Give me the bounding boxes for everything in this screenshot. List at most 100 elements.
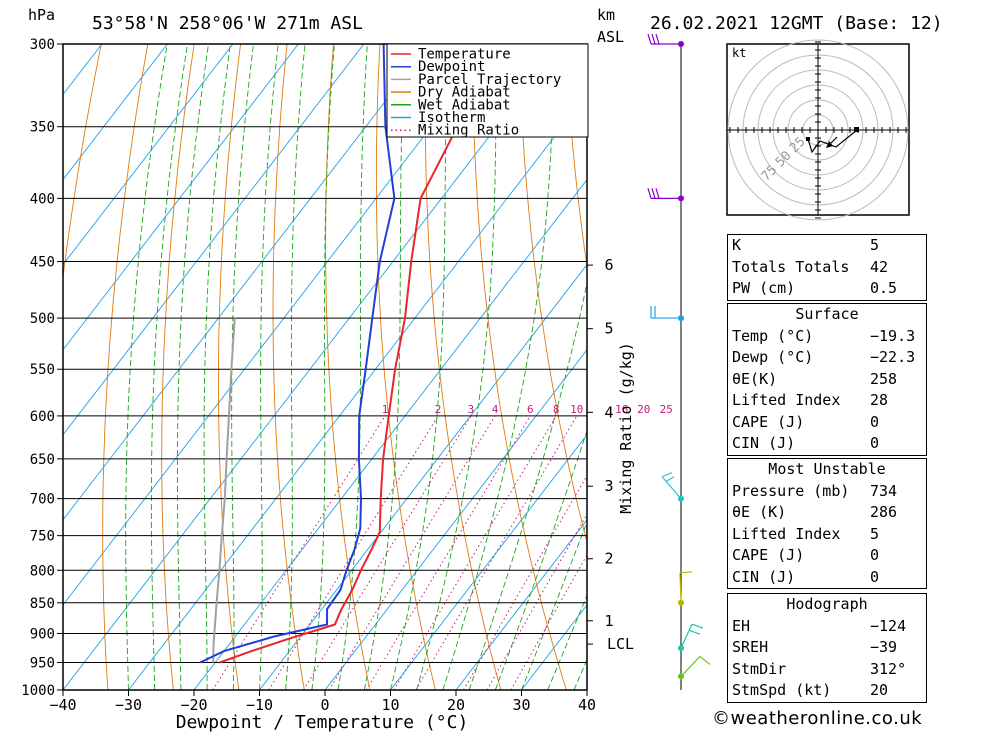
isotherm-line — [63, 44, 561, 690]
series-temperature-line — [219, 44, 503, 664]
param-row: Lifted Index 28 — [728, 390, 926, 412]
km-tick-label: 2 — [604, 550, 613, 568]
param-value: 0 — [870, 567, 880, 586]
dry-adiabat-line — [472, 44, 567, 690]
hodograph-params-title: Hodograph — [786, 595, 868, 613]
km-tick-label: 4 — [604, 403, 613, 421]
wind-barb-shaft — [680, 656, 701, 677]
wet-adiabat-line — [468, 280, 587, 690]
wet-adiabat-line — [442, 44, 556, 690]
param-row: CIN (J) 0 — [728, 567, 926, 589]
param-row: θE(K) 258 — [728, 369, 926, 391]
param-label: Dewp (°C) — [732, 348, 814, 366]
y-tick-label: 550 — [30, 362, 55, 378]
km-label: km — [597, 6, 615, 24]
location-title: 53°58'N 258°06'W 271m ASL — [92, 13, 363, 34]
asl-label: ASL — [597, 28, 624, 46]
wet-adiabat-line — [311, 44, 335, 690]
mixing-ratio-line — [415, 415, 578, 690]
param-label: Totals Totals — [732, 257, 850, 276]
wind-barb-flag — [651, 188, 656, 199]
param-row: SREH −39 — [728, 637, 926, 659]
y-tick-label: 400 — [30, 191, 55, 207]
wet-adiabat-line — [231, 44, 254, 690]
mixing-ratio-label: 8 — [553, 403, 560, 416]
param-label: PW (cm) — [732, 279, 796, 297]
dry-adiabat-line — [984, 44, 1000, 690]
legend-label: Isotherm — [418, 110, 485, 126]
wet-adiabat-line — [547, 593, 587, 690]
legend-label: Wet Adiabat — [418, 97, 511, 113]
x-tick-label: −30 — [115, 696, 142, 714]
wind-barb-flag — [661, 472, 673, 478]
wind-barb-flag — [647, 33, 652, 45]
series-dewpoint-line — [199, 44, 396, 664]
param-value: 0.5 — [870, 279, 898, 297]
km-tick-label: 5 — [604, 320, 613, 338]
param-row: CAPE (J) 0 — [728, 412, 926, 434]
isotherm-line — [193, 178, 587, 690]
param-label: Pressure (mb) — [732, 481, 850, 500]
wind-barb-flag — [655, 33, 660, 45]
wind-barb-flag — [665, 476, 675, 483]
wind-barb-flag — [655, 188, 660, 199]
param-row: Temp (°C) −19.3 — [728, 326, 926, 348]
param-label: CAPE (J) — [732, 546, 805, 564]
dry-adiabat-line — [217, 44, 242, 690]
param-label: θE(K) — [732, 369, 778, 388]
surface-panel: Surface Temp (°C) −19.3 Dewp (°C) −22.3 θE(K… — [727, 303, 927, 456]
km-tick-label: 3 — [604, 477, 613, 495]
mixing-ratio-axis-label: Mixing Ratio (g/kg) — [617, 342, 635, 514]
hodograph-params-panel: Hodograph EH −124 SREH −39 StmDir 312° StmSpd … — [727, 593, 927, 703]
isotherm-line — [455, 519, 587, 690]
y-axis-ticks: 300 350 400 450 500 550 600 650 700 750 800 850 900 9… — [21, 37, 63, 699]
y-tick-label: 800 — [30, 563, 55, 579]
km-tick-label: 1 — [604, 612, 613, 630]
param-row: Dewp (°C) −22.3 — [728, 347, 926, 369]
param-label: θE (K) — [732, 503, 787, 521]
param-label: CIN (J) — [732, 434, 796, 452]
wind-barbs — [647, 33, 711, 690]
param-value: 286 — [870, 503, 898, 521]
wet-adiabat-line — [363, 44, 406, 690]
wind-barb-flag — [647, 188, 652, 199]
dry-adiabat-line — [424, 44, 502, 690]
dry-adiabat-line — [565, 44, 587, 269]
isotherm-line — [259, 263, 587, 690]
mixing-ratio-label: 3 — [468, 403, 475, 416]
param-value: 0 — [870, 412, 880, 431]
legend-label: Mixing Ratio — [418, 123, 519, 139]
hodograph-point — [806, 137, 810, 141]
y-tick-label: 600 — [30, 409, 55, 425]
mixing-ratio-line — [212, 415, 386, 690]
most-unstable-title: Most Unstable — [768, 460, 886, 478]
km-tick-label: 6 — [604, 256, 613, 274]
x-axis-label: Dewpoint / Temperature (°C) — [176, 712, 469, 733]
wind-barb-flag — [691, 623, 704, 629]
param-value: 5 — [870, 524, 880, 543]
y-tick-label: 350 — [30, 120, 55, 136]
y-tick-label: 450 — [30, 255, 55, 271]
param-label: EH — [732, 616, 751, 635]
param-value: −39 — [870, 638, 898, 656]
wet-adiabat-line — [176, 44, 209, 690]
param-label: Temp (°C) — [732, 326, 814, 345]
isotherm-line — [63, 44, 299, 351]
profile-lines — [199, 44, 503, 664]
most-unstable-panel: Most Unstable Pressure (mb) 734 θE (K) 286 L… — [727, 458, 927, 589]
wind-barb-shaft — [679, 572, 682, 603]
param-row: Lifted Index 5 — [728, 524, 926, 546]
wet-adiabat-line — [259, 44, 279, 690]
y-tick-label: 750 — [30, 529, 55, 545]
hodograph-trace — [807, 129, 858, 154]
y-tick-label: 650 — [30, 452, 55, 468]
param-label: CIN (J) — [732, 567, 796, 586]
x-tick-label: −10 — [246, 696, 273, 714]
param-value: 42 — [870, 257, 889, 276]
y-tick-label: 950 — [30, 655, 55, 671]
y-tick-label: 1000 — [21, 683, 55, 699]
x-tick-label: 30 — [512, 696, 530, 714]
legend-label: Dry Adiabat — [418, 85, 511, 101]
isotherm-line — [63, 44, 430, 521]
